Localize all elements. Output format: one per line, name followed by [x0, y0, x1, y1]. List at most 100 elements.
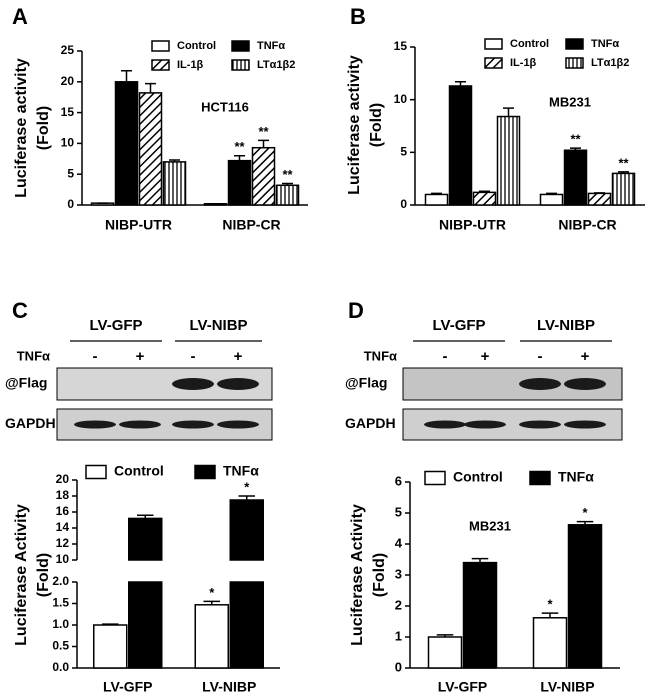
error-bar: [258, 139, 269, 148]
significance-label: **: [234, 139, 245, 154]
error-bar: [455, 81, 466, 86]
western-blot: LV-GFP LV-NIBP TNFα - + - + @Flag GAPDH: [5, 317, 273, 441]
bar: [472, 191, 497, 206]
blot-band: [424, 420, 466, 429]
treatment-label: TNFα: [17, 348, 50, 363]
x-tick-label: LV-NIBP: [202, 679, 256, 694]
blot-band: [217, 420, 259, 429]
legend-swatch: [484, 38, 503, 50]
significance-label: **: [282, 167, 293, 182]
panel-label: C: [12, 298, 28, 323]
y-tick-label: 2.0: [52, 574, 69, 588]
blot-band: [519, 420, 561, 429]
blot-row-label: @Flag: [345, 375, 387, 391]
western-blot: LV-GFP LV-NIBP TNFα - + - + @Flag GAPDH: [345, 317, 623, 441]
group-label: LV-NIBP: [537, 317, 595, 334]
x-tick-label: NIBP-UTR: [439, 217, 506, 233]
legend-label: LTα1β2: [257, 59, 295, 71]
error-bar: [282, 182, 293, 186]
annotation: HCT116: [201, 99, 249, 114]
bar: [114, 81, 139, 206]
y-tick-label: 5: [67, 166, 74, 180]
panel: A Luciferase activity (Fold) 0 5 10 15 20 25 NIBP…: [12, 4, 308, 233]
bar: [227, 159, 252, 206]
legend-label: TNFα: [223, 463, 259, 479]
legend-label: Control: [177, 40, 216, 52]
x-tick-label: LV-GFP: [438, 679, 488, 694]
error-bar: [137, 514, 154, 519]
y-axis-label: (Fold): [35, 106, 52, 150]
y-tick-label: 2: [395, 597, 402, 612]
bar: [563, 149, 588, 206]
legend-label: LTα1β2: [591, 57, 629, 69]
bar: [251, 146, 276, 206]
error-bar: [546, 192, 557, 195]
bar: [532, 617, 568, 669]
bar: [229, 581, 264, 669]
y-tick-label: 0: [67, 197, 74, 211]
blot-band: [172, 420, 214, 429]
blot-band: [564, 378, 606, 390]
significance-label: **: [618, 155, 629, 170]
panel: B Luciferase activity (Fold) 0 5 10 15 NIBP-UTR…: [346, 4, 645, 233]
y-axis-label: Luciferase Activity: [349, 504, 366, 646]
y-tick-label: 5: [395, 504, 402, 519]
bar: [194, 604, 229, 669]
blot-band: [217, 378, 259, 390]
lane-label: -: [191, 348, 196, 365]
error-bar: [570, 147, 581, 151]
blot-row-label: GAPDH: [5, 415, 56, 431]
blot-band: [519, 378, 561, 390]
lane-label: +: [481, 348, 490, 365]
blot-row-label: @Flag: [5, 375, 47, 391]
legend-label: IL-1β: [510, 57, 537, 69]
x-tick-label: LV-NIBP: [540, 679, 594, 694]
error-bar: [436, 634, 454, 637]
error-bar: [145, 82, 156, 93]
y-tick-label: 10: [56, 552, 70, 566]
error-bar: [541, 612, 559, 618]
y-tick-label: 1: [395, 628, 402, 643]
error-bar: [238, 495, 255, 500]
bar: [162, 161, 187, 206]
y-tick-label: 6: [395, 473, 402, 488]
blot-band: [172, 378, 214, 390]
legend-swatch: [151, 59, 170, 71]
error-bar: [503, 107, 514, 117]
y-tick-label: 5: [400, 145, 407, 159]
x-tick-label: LV-GFP: [103, 679, 153, 694]
group-label: LV-GFP: [432, 317, 485, 334]
lane-label: -: [538, 348, 543, 365]
legend-swatch: [231, 59, 250, 71]
bar: [275, 184, 300, 206]
legend-label: TNFα: [257, 40, 285, 52]
legend-label: Control: [114, 463, 164, 479]
bar: [611, 172, 636, 206]
bar: [229, 499, 264, 561]
error-bar: [169, 159, 180, 162]
y-axis-label: (Fold): [371, 553, 388, 597]
error-bar: [234, 154, 245, 161]
x-tick-label: NIBP-CR: [558, 217, 616, 233]
y-tick-label: 18: [56, 488, 70, 502]
blot-band: [119, 420, 161, 429]
lane-label: -: [443, 348, 448, 365]
bar: [138, 92, 163, 206]
y-tick-label: 4: [395, 535, 403, 550]
legend-label: IL-1β: [177, 59, 204, 71]
y-tick-label: 0: [395, 659, 402, 674]
bar: [539, 193, 564, 206]
y-axis-label: (Fold): [368, 103, 385, 147]
legend-swatch: [424, 470, 446, 486]
y-tick-label: 12: [56, 536, 70, 550]
blot-band: [464, 420, 506, 429]
error-bar: [618, 171, 629, 174]
error-bar: [203, 600, 220, 605]
bar: [462, 561, 498, 669]
panel: C Luciferase Activity (Fold) 0.0 0.5 1.0 1.5 2.…: [12, 298, 280, 694]
y-tick-label: 25: [61, 43, 75, 57]
legend-swatch: [565, 57, 584, 69]
y-tick-label: 10: [394, 92, 408, 106]
